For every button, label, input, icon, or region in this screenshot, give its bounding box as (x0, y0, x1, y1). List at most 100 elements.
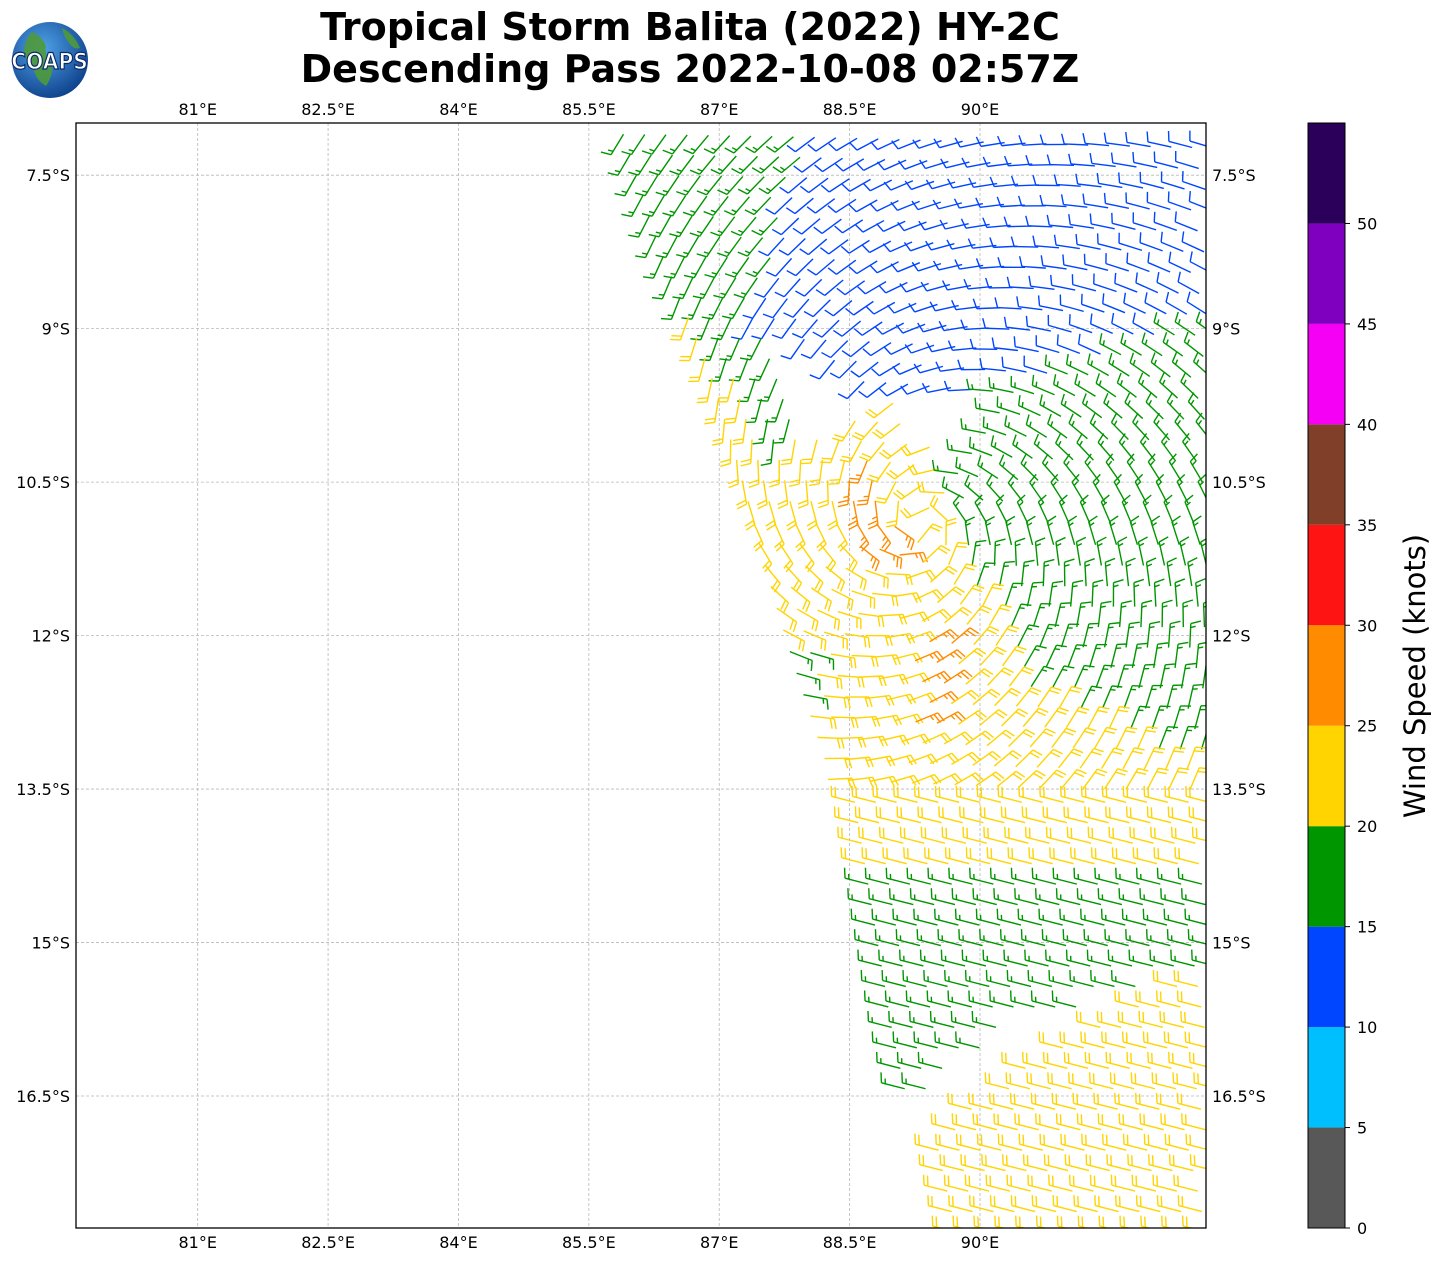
wind-barb (876, 159, 907, 171)
wind-barb (1013, 336, 1039, 353)
wind-barb (890, 262, 921, 273)
wind-barb (752, 522, 764, 552)
wind-barb (1100, 494, 1112, 525)
wind-barb (1068, 153, 1095, 167)
wind-barb (1139, 232, 1163, 252)
wind-barb (841, 178, 871, 193)
wind-barb (648, 215, 672, 238)
wind-barb (1183, 331, 1204, 357)
wind-barb (886, 302, 917, 314)
wind-barb (1192, 351, 1206, 374)
wind-barb (737, 176, 765, 195)
wind-barb (1189, 130, 1206, 147)
wind-barb (845, 567, 867, 591)
wind-barb (871, 362, 901, 377)
wind-barb (1176, 473, 1189, 504)
wind-barb (869, 261, 899, 274)
wind-barb (1031, 374, 1055, 396)
wind-barb (1155, 473, 1168, 504)
wind-barb (1153, 151, 1179, 169)
wind-barb (1180, 372, 1199, 399)
wind-barb (1189, 251, 1206, 271)
colorbar-tick-label: 25 (1357, 717, 1377, 736)
wind-barb (845, 300, 874, 316)
wind-barb (971, 539, 987, 566)
wind-barb (1089, 153, 1116, 168)
wind-barb (996, 396, 1021, 415)
wind-barb (795, 278, 823, 297)
wind-barb (820, 178, 850, 193)
wind-barb (663, 256, 686, 279)
wind-barb (751, 156, 780, 174)
wind-barb (865, 402, 894, 419)
wind-barb (885, 500, 900, 528)
wind-barb (859, 545, 880, 572)
wind-barb (875, 523, 892, 552)
colorbar-segment (1308, 625, 1345, 726)
wind-barb (1111, 312, 1134, 335)
wind-barb (789, 459, 802, 487)
colorbar-tick-label: 45 (1357, 315, 1377, 334)
wind-barb (662, 195, 687, 217)
wind-barb (1118, 232, 1143, 252)
colorbar-segment (1308, 926, 1345, 1028)
wind-barb (689, 155, 716, 175)
wind-barb (751, 318, 775, 340)
wind-barb (1142, 494, 1154, 525)
wind-barb (933, 138, 963, 149)
wind-barb (855, 219, 885, 233)
wind-barb (730, 216, 757, 237)
wind-barb (872, 423, 901, 439)
wind-barb (862, 179, 893, 192)
wind-barb (1017, 195, 1046, 207)
wind-barb (1166, 392, 1185, 420)
colorbar-segment (1308, 223, 1345, 324)
wind-barb (1032, 603, 1052, 627)
wind-barb (765, 257, 793, 277)
wind-barb (879, 613, 908, 625)
wind-barb (1079, 494, 1091, 525)
colorbar-tick-label: 30 (1357, 616, 1377, 635)
wind-barb (704, 398, 720, 425)
wind-barb (793, 157, 822, 173)
wind-barb (874, 481, 897, 504)
wind-barb (824, 299, 853, 317)
wind-barb (899, 551, 929, 563)
wind-barb (1075, 173, 1102, 188)
wind-barb (1039, 134, 1068, 146)
wind-barb (765, 501, 777, 531)
wind-barb (848, 199, 878, 213)
wind-barb (1035, 335, 1060, 354)
wind-barb (1108, 515, 1119, 545)
wind-barb (1174, 578, 1186, 607)
wind-barb (997, 257, 1026, 268)
wind-barb (828, 137, 858, 152)
wind-barb (683, 134, 709, 155)
wind-barb (1129, 352, 1151, 378)
wind-barb (828, 460, 846, 485)
wind-barb (760, 439, 775, 467)
wind-barb (1046, 214, 1074, 229)
wind-barb (920, 281, 951, 292)
logo-text: COAPS (11, 48, 88, 74)
wind-barb (1153, 211, 1178, 232)
wind-barb (904, 180, 935, 191)
wind-barb (669, 215, 693, 238)
wind-barb (1140, 599, 1153, 628)
wind-barb (779, 543, 794, 573)
wind-barb (857, 281, 887, 295)
wind-barb (1137, 536, 1148, 566)
wind-barb (720, 439, 732, 467)
wind-barb (1160, 231, 1184, 253)
wind-barb (945, 517, 957, 546)
wind-barb (717, 175, 744, 196)
wind-barb (751, 217, 778, 236)
wind-barb (1048, 580, 1064, 607)
wind-barb (758, 176, 786, 195)
wind-barb (1025, 215, 1053, 228)
wind-barb (736, 480, 748, 510)
wind-barb (811, 587, 833, 612)
wind-barb (1182, 599, 1194, 628)
wind-barb (669, 154, 695, 176)
wind-barb (607, 154, 631, 176)
